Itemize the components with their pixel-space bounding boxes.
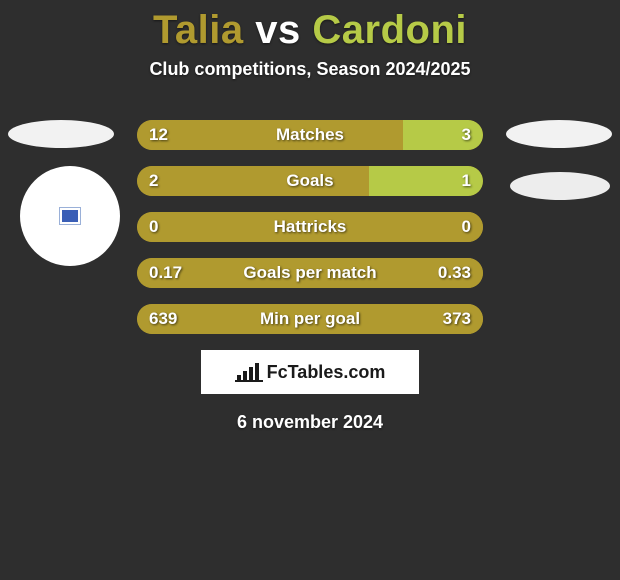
club-crest-icon xyxy=(60,208,80,224)
title-player2: Cardoni xyxy=(312,8,467,52)
bar-value-right: 0.33 xyxy=(438,258,471,288)
bar-label: Hattricks xyxy=(137,212,483,242)
page-title: Talia vs Cardoni xyxy=(0,0,620,53)
bar-chart-icon xyxy=(235,361,263,383)
player2-badge-bottom xyxy=(510,172,610,200)
comparison-content: 12 Matches 3 2 Goals 1 0 Hattricks 0 0.1… xyxy=(0,120,620,433)
title-vs: vs xyxy=(255,8,301,52)
bar-value-right: 3 xyxy=(462,120,471,150)
subtitle: Club competitions, Season 2024/2025 xyxy=(0,59,620,80)
bar-value-right: 1 xyxy=(462,166,471,196)
player2-badge-top xyxy=(506,120,612,148)
bar-label: Goals per match xyxy=(137,258,483,288)
title-player1: Talia xyxy=(153,8,244,52)
brand-box: FcTables.com xyxy=(201,350,419,394)
player1-badge-top xyxy=(8,120,114,148)
bar-value-right: 0 xyxy=(462,212,471,242)
bar-row-matches: 12 Matches 3 xyxy=(137,120,483,150)
bar-label: Goals xyxy=(137,166,483,196)
bar-label: Min per goal xyxy=(137,304,483,334)
brand-text: FcTables.com xyxy=(267,362,386,383)
bar-value-right: 373 xyxy=(443,304,471,334)
date-text: 6 november 2024 xyxy=(0,412,620,433)
comparison-bars: 12 Matches 3 2 Goals 1 0 Hattricks 0 0.1… xyxy=(137,120,483,334)
bar-row-hattricks: 0 Hattricks 0 xyxy=(137,212,483,242)
bar-row-goals-per-match: 0.17 Goals per match 0.33 xyxy=(137,258,483,288)
bar-row-goals: 2 Goals 1 xyxy=(137,166,483,196)
player1-club-badge xyxy=(20,166,120,266)
bar-row-min-per-goal: 639 Min per goal 373 xyxy=(137,304,483,334)
bar-label: Matches xyxy=(137,120,483,150)
